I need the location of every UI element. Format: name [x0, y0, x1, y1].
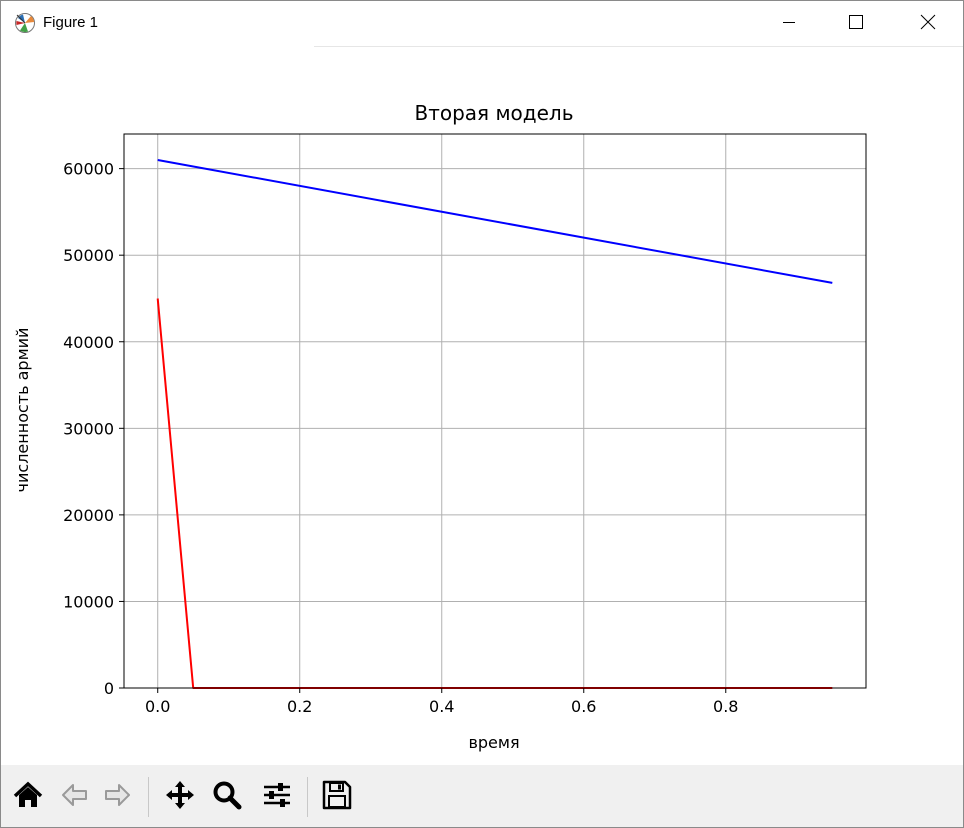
y-tick-label: 20000: [63, 506, 114, 525]
x-axis-label: время: [468, 733, 519, 752]
zoom-button[interactable]: [209, 777, 245, 817]
y-tick-label: 10000: [63, 592, 114, 611]
toolbar-separator: [307, 777, 308, 817]
maximize-button[interactable]: [824, 1, 888, 47]
ticks: 0.0 0.2 0.4 0.6 0.8 0 10000 20000 30000 40000 5000…: [63, 160, 738, 716]
title-bar[interactable]: Figure 1: [1, 1, 963, 47]
grid: [124, 134, 866, 689]
move-icon: [164, 779, 196, 815]
navigation-toolbar: [1, 765, 963, 827]
arrow-left-icon: [58, 779, 90, 815]
pan-button[interactable]: [162, 777, 198, 817]
close-icon: [920, 14, 936, 34]
y-axis-label: численность армий: [13, 328, 32, 493]
y-tick-label: 50000: [63, 246, 114, 265]
home-button[interactable]: [10, 777, 46, 817]
maximize-icon: [848, 14, 864, 34]
series-line-2: [156, 298, 833, 689]
save-button[interactable]: [319, 777, 355, 817]
minimize-button[interactable]: [757, 1, 821, 47]
chart-title: Вторая модель: [415, 101, 574, 125]
x-tick-label: 0.4: [429, 697, 454, 716]
figure-canvas[interactable]: 0.0 0.2 0.4 0.6 0.8 0 10000 20000 30000 40000 5000…: [1, 47, 963, 765]
line-chart[interactable]: 0.0 0.2 0.4 0.6 0.8 0 10000 20000 30000 40000 5000…: [1, 47, 963, 765]
x-tick-label: 0.0: [145, 697, 170, 716]
arrow-right-icon: [102, 779, 134, 815]
forward-button[interactable]: [100, 777, 136, 817]
series-layer: [156, 159, 833, 689]
minimize-icon: [781, 14, 797, 34]
axes-frame: [123, 133, 867, 689]
series-line-1: [157, 159, 833, 284]
configure-subplots-button[interactable]: [259, 777, 295, 817]
y-tick-label: 0: [104, 679, 114, 698]
floppy-disk-icon: [321, 779, 353, 815]
y-tick-label: 30000: [63, 419, 114, 438]
back-button[interactable]: [56, 777, 92, 817]
y-tick-label: 60000: [63, 160, 114, 179]
window-title: Figure 1: [43, 14, 99, 31]
y-tick-label: 40000: [63, 333, 114, 352]
magnifier-icon: [211, 779, 243, 815]
x-tick-label: 0.2: [287, 697, 312, 716]
home-icon: [12, 779, 44, 815]
x-tick-label: 0.6: [571, 697, 596, 716]
toolbar-separator: [148, 777, 149, 817]
close-button[interactable]: [896, 1, 960, 47]
title-separator: [314, 46, 963, 47]
matplotlib-icon: [14, 12, 36, 34]
x-tick-label: 0.8: [713, 697, 738, 716]
sliders-icon: [261, 779, 293, 815]
